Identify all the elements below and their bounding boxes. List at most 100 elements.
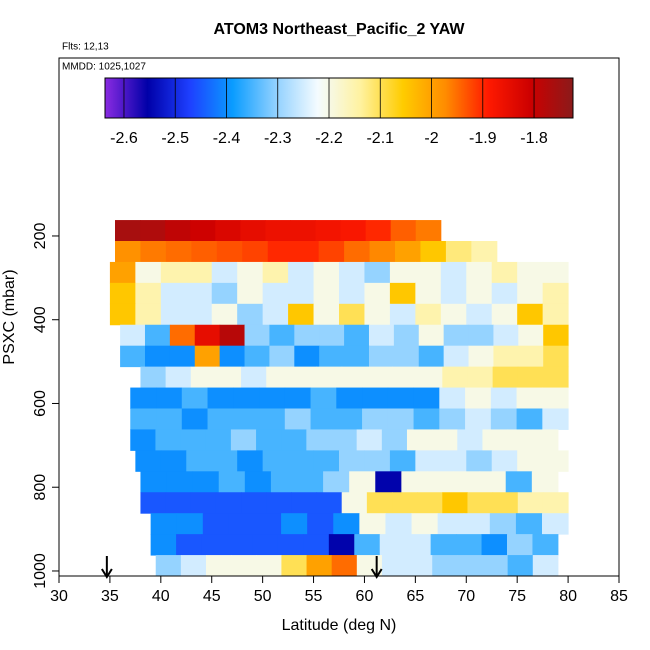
heat-cell xyxy=(181,387,209,409)
flight-arrow-head xyxy=(370,568,383,579)
heat-cell xyxy=(349,471,376,493)
heat-cell xyxy=(211,261,238,284)
heat-cell xyxy=(542,408,569,430)
heat-cell xyxy=(186,261,213,284)
heat-cell xyxy=(393,345,420,368)
heat-cell xyxy=(379,534,406,556)
heat-cell xyxy=(420,240,447,263)
heatmap xyxy=(109,220,569,577)
heat-cell xyxy=(319,324,345,347)
heat-cell xyxy=(390,220,417,242)
heat-cell xyxy=(190,220,216,242)
heat-cell xyxy=(109,261,136,284)
heat-cell xyxy=(230,429,257,451)
heat-cell xyxy=(515,513,543,535)
heat-cell xyxy=(341,492,368,514)
x-tick-label: 85 xyxy=(610,588,628,605)
heat-cell xyxy=(120,345,146,368)
heat-cell xyxy=(467,492,494,514)
heat-cell xyxy=(542,450,569,472)
heat-cell xyxy=(130,408,157,430)
heat-cell xyxy=(457,555,483,577)
heat-cell xyxy=(356,429,383,451)
heat-cell xyxy=(406,429,433,451)
heat-cell xyxy=(160,303,187,326)
heat-cell xyxy=(277,534,304,556)
heat-cell xyxy=(491,282,518,305)
heat-cell xyxy=(418,324,445,347)
heat-cell xyxy=(307,513,334,535)
heat-cell xyxy=(542,366,569,389)
heat-cell xyxy=(281,513,308,535)
heat-cell xyxy=(467,366,494,389)
heat-cell xyxy=(362,408,389,430)
heat-cell xyxy=(437,513,465,535)
heat-cell xyxy=(417,366,443,389)
heat-cell xyxy=(445,240,472,263)
heat-cell xyxy=(339,303,365,326)
heat-cell xyxy=(288,303,315,326)
heat-cell xyxy=(532,555,559,577)
heat-cell xyxy=(333,513,360,535)
heat-cell xyxy=(489,513,517,535)
heat-cell xyxy=(440,261,467,284)
heat-cell xyxy=(543,324,569,347)
heat-cell xyxy=(432,555,458,577)
y-tick-label: 600 xyxy=(32,390,49,417)
heat-cell xyxy=(517,450,544,472)
heat-cell xyxy=(135,450,162,472)
heat-cell xyxy=(417,492,443,514)
heat-cell xyxy=(344,345,370,368)
heat-cell xyxy=(493,345,519,368)
heat-cell xyxy=(191,240,218,263)
heat-cell xyxy=(430,534,457,556)
heat-cell xyxy=(507,534,533,556)
heat-cell xyxy=(364,450,391,472)
heat-cell xyxy=(440,282,467,305)
heat-cell xyxy=(156,387,183,409)
heat-cell xyxy=(130,429,156,451)
heat-cell xyxy=(294,345,320,368)
heat-cell xyxy=(453,471,481,493)
heat-cell xyxy=(181,408,209,430)
heat-cell xyxy=(413,387,440,409)
heat-cell xyxy=(465,408,492,430)
heat-cell xyxy=(288,261,315,284)
heat-cell xyxy=(293,240,320,263)
x-tick-label: 65 xyxy=(406,588,424,605)
heat-cell xyxy=(211,450,238,472)
heat-cell xyxy=(284,408,312,430)
heat-cell xyxy=(244,324,270,347)
heat-cell xyxy=(339,261,365,284)
flights-note: Flts: 12,13 xyxy=(62,42,109,53)
heat-cell xyxy=(457,429,483,451)
heat-cell xyxy=(233,387,260,409)
heat-cell xyxy=(269,324,295,347)
heat-cell xyxy=(542,261,569,284)
heat-cell xyxy=(415,282,442,305)
heat-cell xyxy=(517,492,544,514)
heat-cell xyxy=(291,492,318,514)
heat-cell xyxy=(315,220,342,242)
heat-cell xyxy=(395,240,421,263)
heat-cell xyxy=(231,555,257,577)
heat-cell xyxy=(262,303,289,326)
heat-cell xyxy=(339,450,365,472)
heat-cell xyxy=(316,366,343,389)
heat-cell xyxy=(269,345,295,368)
heat-cell xyxy=(155,429,182,451)
heat-cell xyxy=(135,261,162,284)
heat-cell xyxy=(202,513,230,535)
heat-cell xyxy=(240,220,266,242)
heat-cell xyxy=(135,303,162,326)
heat-cell xyxy=(267,240,294,263)
heat-cell xyxy=(190,492,217,514)
heat-cell xyxy=(387,408,415,430)
heat-cell xyxy=(290,220,317,242)
heat-cell xyxy=(140,366,167,389)
heat-cell xyxy=(270,471,298,493)
x-tick-label: 55 xyxy=(305,588,323,605)
heat-cell xyxy=(319,345,345,368)
heat-cell xyxy=(531,471,559,493)
